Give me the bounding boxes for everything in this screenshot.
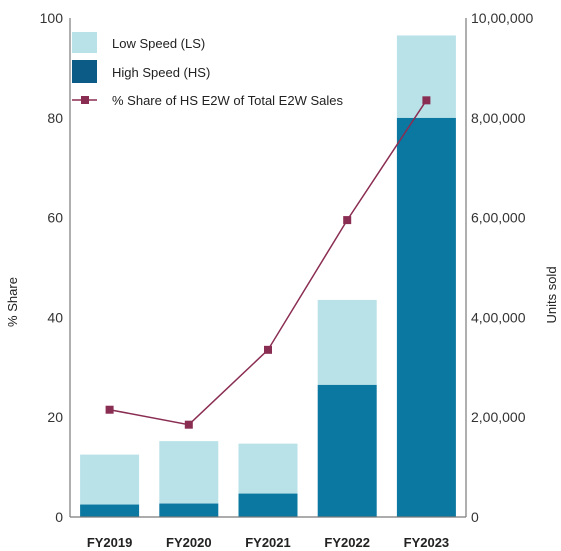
share-marker-fy2021 xyxy=(264,345,272,354)
x-tick-label: FY2019 xyxy=(87,535,133,550)
legend-swatch-low-speed xyxy=(72,32,97,53)
bar-ls-fy2022 xyxy=(317,299,377,385)
bars-group xyxy=(80,35,456,518)
bar-hs-fy2022 xyxy=(317,384,377,517)
x-tick-label: FY2020 xyxy=(166,535,212,550)
left-tick-label: 20 xyxy=(47,409,63,425)
right-tick-label: 8,00,000 xyxy=(471,110,526,126)
bar-ls-fy2020 xyxy=(159,441,219,504)
bar-ls-fy2021 xyxy=(238,443,298,494)
right-tick-label: 4,00,000 xyxy=(471,309,526,325)
share-marker-fy2022 xyxy=(343,216,352,225)
right-tick-labels: 0 2,00,000 4,00,000 6,00,000 8,00,000 10,00,0… xyxy=(471,10,533,525)
x-tick-label: FY2022 xyxy=(324,535,370,550)
legend-label-low-speed: Low Speed (LS) xyxy=(112,36,205,51)
bar-hs-fy2020 xyxy=(159,503,219,517)
legend-label-share: % Share of HS E2W of Total E2W Sales xyxy=(112,93,343,108)
left-tick-label: 100 xyxy=(40,10,64,26)
right-tick-label: 6,00,000 xyxy=(471,210,526,226)
left-tick-labels: 0 20 40 60 80 100 xyxy=(40,10,64,525)
share-line xyxy=(109,99,428,426)
legend: Low Speed (LS) High Speed (HS) % Share o… xyxy=(72,32,343,108)
left-tick-label: 60 xyxy=(47,210,63,226)
share-marker-fy2019 xyxy=(105,405,114,414)
right-tick-label: 2,00,000 xyxy=(471,409,526,425)
share-marker-fy2020 xyxy=(184,420,193,429)
legend-label-high-speed: High Speed (HS) xyxy=(112,65,210,80)
legend-swatch-high-speed xyxy=(72,60,97,83)
left-tick-label: 0 xyxy=(55,509,63,525)
bar-hs-fy2019 xyxy=(80,504,140,517)
x-tick-label: FY2023 xyxy=(404,535,450,550)
right-tick-label: 10,00,000 xyxy=(471,10,533,26)
right-tick-label: 0 xyxy=(471,509,479,525)
bar-ls-fy2023 xyxy=(396,35,456,118)
x-tick-labels: FY2019 FY2020 FY2021 FY2022 FY2023 xyxy=(87,535,449,550)
left-tick-label: 80 xyxy=(47,110,63,126)
bar-hs-fy2021 xyxy=(238,493,298,517)
legend-marker-share xyxy=(81,96,89,104)
share-marker-fy2023 xyxy=(422,96,431,105)
left-axis-title: % Share xyxy=(5,277,20,327)
right-axis-title: Units sold xyxy=(544,266,559,323)
bar-ls-fy2019 xyxy=(80,454,140,505)
x-tick-label: FY2021 xyxy=(245,535,291,550)
bar-hs-fy2023 xyxy=(396,117,456,518)
left-tick-label: 40 xyxy=(47,309,63,325)
share-line-group xyxy=(105,96,431,429)
